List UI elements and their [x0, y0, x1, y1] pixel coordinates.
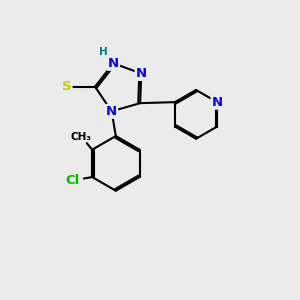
Text: N: N	[108, 57, 119, 70]
Text: CH₃: CH₃	[70, 132, 91, 142]
Text: N: N	[106, 105, 117, 118]
Text: Cl: Cl	[66, 174, 80, 187]
Text: N: N	[136, 67, 147, 80]
Text: S: S	[62, 80, 72, 93]
Text: H: H	[98, 47, 107, 57]
Text: N: N	[212, 96, 223, 109]
